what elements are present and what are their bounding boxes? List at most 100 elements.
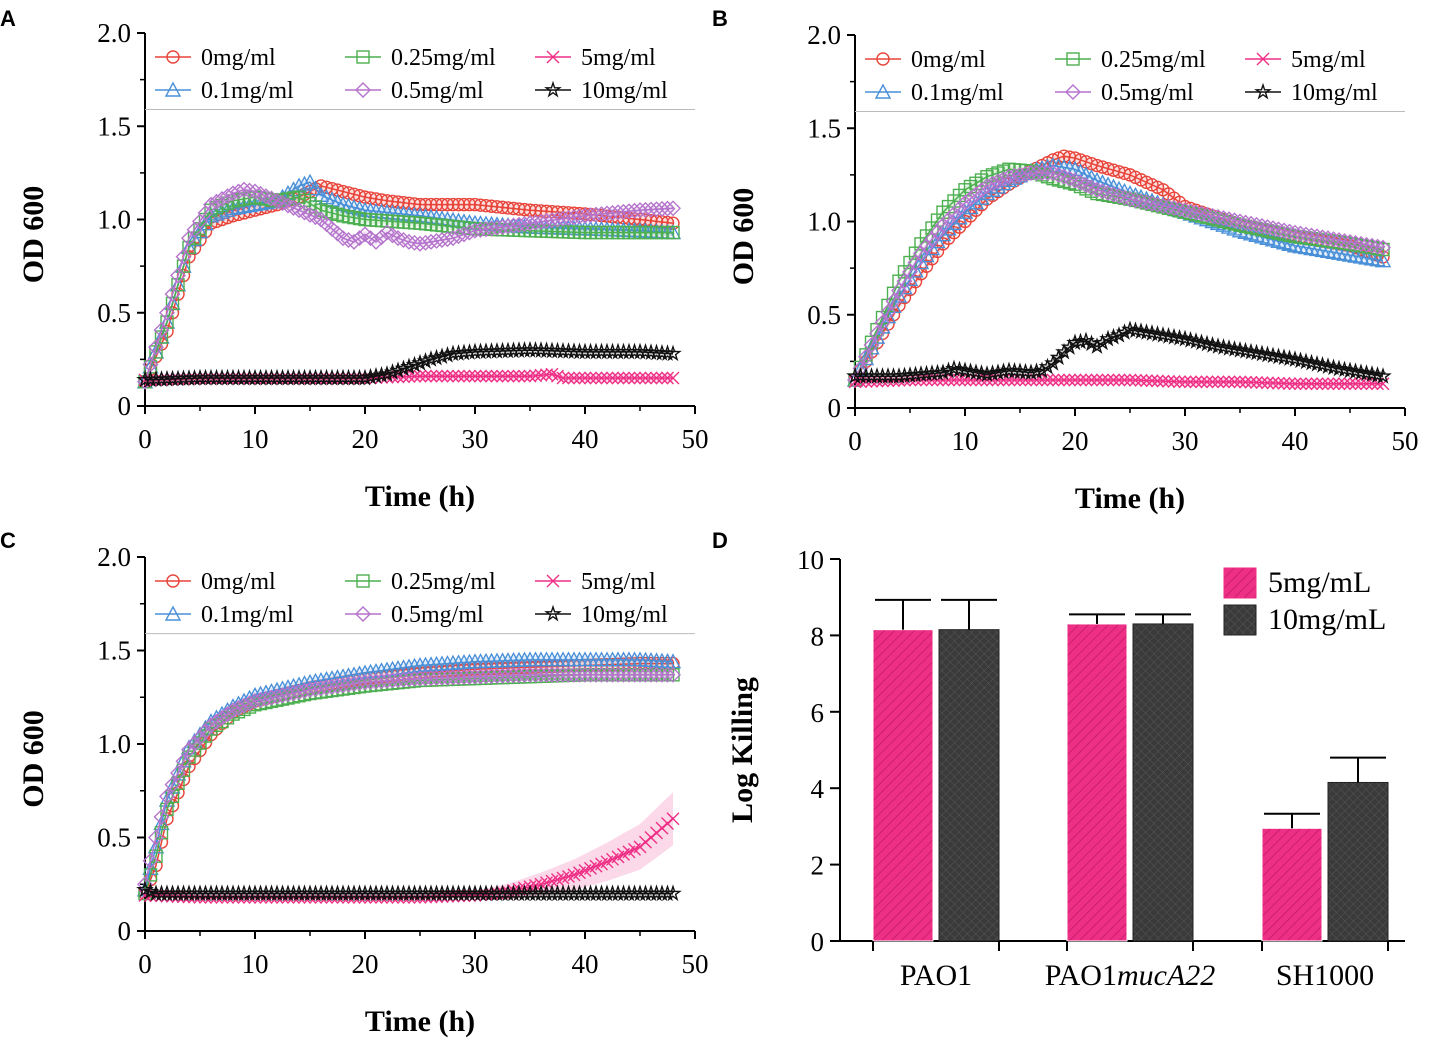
data-point: [214, 190, 230, 207]
data-point: [1299, 377, 1313, 391]
data-point: [1358, 236, 1375, 253]
legend-marker: [546, 574, 560, 588]
data-point: [637, 201, 654, 218]
data-point: [1217, 375, 1230, 389]
data-point: [506, 201, 521, 216]
data-point: [1349, 377, 1362, 391]
data-point: [918, 238, 935, 255]
legend-marker: [544, 80, 562, 98]
data-point: [666, 812, 680, 826]
legend-marker: [356, 50, 370, 64]
data-point: [1111, 188, 1127, 205]
bar-group-pao1muca22: PAO1mucA22: [1045, 613, 1216, 992]
bar: [872, 629, 934, 942]
data-point: [957, 194, 973, 211]
data-point: [485, 369, 498, 383]
data-point: [1331, 232, 1347, 249]
data-point: [439, 669, 456, 686]
data-point: [1286, 237, 1304, 253]
legend-label: 5mg/ml: [1291, 47, 1366, 73]
data-point: [367, 662, 385, 679]
legend: 0mg/ml 0.25mg/ml 5mg/ml 0.1mg/ml 0.5mg/ml 10m…: [155, 45, 668, 104]
data-point: [885, 293, 902, 310]
y-axis-title: OD 600: [727, 188, 760, 286]
series-band: [145, 346, 673, 384]
category-label: PAO1mucA22: [1045, 959, 1216, 992]
data-point: [1156, 374, 1170, 388]
data-point: [595, 371, 608, 385]
data-point: [573, 371, 586, 385]
data-point: [435, 369, 449, 383]
data-point: [1320, 230, 1336, 247]
x-tick-label: 40: [572, 424, 599, 454]
data-point: [148, 339, 164, 356]
data-point: [389, 361, 407, 378]
data-point: [1247, 343, 1266, 361]
data-point: [274, 195, 291, 212]
legend-marker: [355, 82, 371, 98]
data-point: [1165, 327, 1183, 345]
data-point: [622, 371, 636, 385]
data-point: [632, 202, 648, 219]
data-point: [658, 344, 677, 361]
data-point: [175, 753, 192, 770]
data-point: [1374, 367, 1392, 384]
data-point: [885, 297, 902, 314]
data-point: [170, 267, 186, 284]
data-point: [1276, 222, 1292, 239]
legend-item-10mg-ml: 10mg/ml: [1245, 80, 1378, 106]
legend-label: 0mg/ml: [201, 569, 276, 595]
data-point: [203, 717, 219, 734]
data-point: [1121, 320, 1139, 338]
data-point: [1027, 362, 1046, 380]
x-tick-label: 40: [1282, 426, 1309, 456]
data-point: [1123, 373, 1137, 387]
data-point: [1039, 165, 1056, 181]
legend-swatch: [1223, 567, 1257, 599]
data-point: [633, 212, 647, 227]
data-point: [1269, 347, 1288, 365]
data-point: [1170, 328, 1189, 346]
data-point: [644, 371, 658, 385]
x-tick-label: 30: [1172, 426, 1199, 456]
data-point: [1314, 241, 1331, 258]
data-point: [171, 776, 185, 790]
data-point: [307, 180, 324, 196]
legend-item-0-5mg-ml: 0.5mg/ml: [345, 602, 484, 628]
data-point: [1261, 376, 1274, 390]
data-point: [1309, 228, 1325, 245]
data-point: [457, 369, 471, 383]
data-point: [1138, 194, 1155, 211]
data-point: [1358, 249, 1375, 265]
data-point: [1242, 342, 1260, 360]
x-tick-label: 10: [242, 424, 269, 454]
data-point: [171, 278, 185, 292]
data-point: [252, 185, 269, 202]
data-point: [203, 196, 219, 213]
x-tick-label: 50: [682, 424, 709, 454]
data-point: [424, 369, 438, 383]
data-point: [983, 364, 1002, 382]
data-point: [945, 359, 963, 377]
data-point: [529, 369, 542, 383]
data-point: [1248, 216, 1265, 233]
data-point: [648, 201, 665, 218]
data-point: [419, 369, 432, 383]
legend-item-0-1mg-ml: 0.1mg/ml: [155, 78, 294, 104]
data-point: [527, 666, 544, 683]
data-point: [1253, 344, 1271, 362]
legend-item-0-1mg-ml: 0.1mg/ml: [155, 602, 294, 628]
data-point: [417, 670, 434, 687]
y-tick-label: 6: [811, 698, 825, 728]
data-point: [413, 369, 427, 383]
data-point: [1310, 377, 1324, 391]
data-point: [142, 852, 159, 869]
data-point: [1343, 377, 1357, 391]
legend-label: 0.1mg/ml: [911, 80, 1004, 106]
y-tick-label: 1.0: [807, 207, 841, 237]
panel-d: D 0 2 4 6 8 10 Log Killing PAO1 PAO1mucA22 SH1000 5…: [712, 528, 1405, 992]
data-point: [484, 199, 499, 213]
data-point: [956, 203, 974, 219]
data-point: [664, 884, 682, 902]
bar: [938, 629, 1000, 942]
